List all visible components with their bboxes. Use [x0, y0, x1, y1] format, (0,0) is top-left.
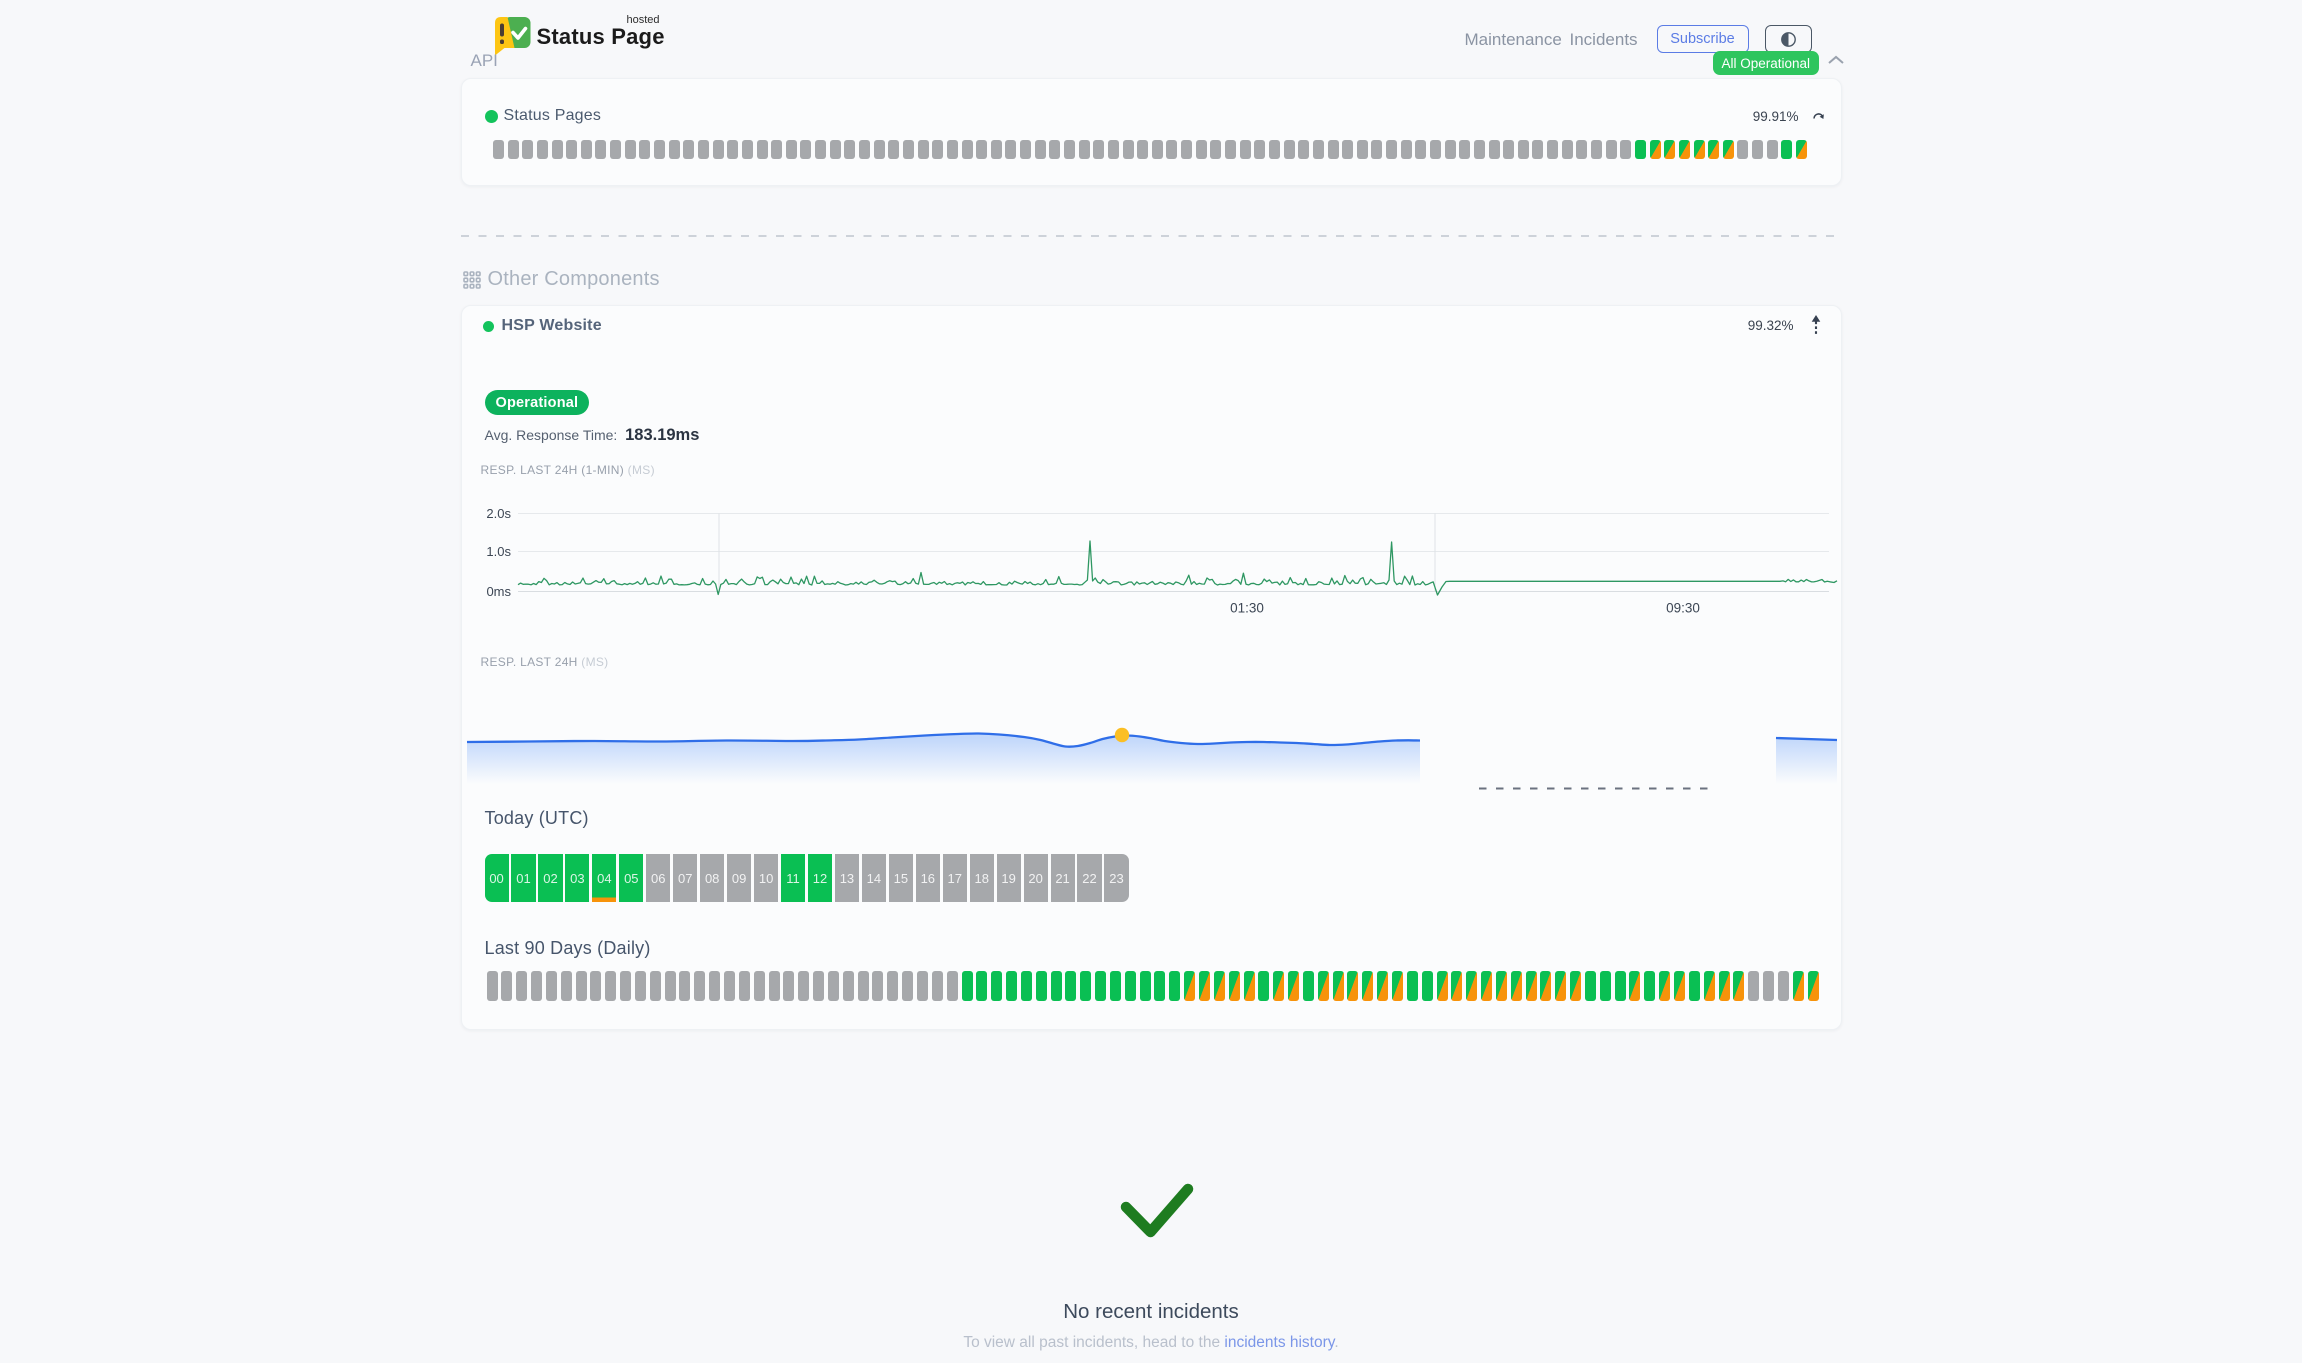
- svg-text:1.0s: 1.0s: [486, 544, 511, 559]
- svg-text:2.0s: 2.0s: [486, 506, 511, 521]
- svg-text:09:30: 09:30: [1666, 601, 1700, 616]
- svg-text:01:30: 01:30: [1230, 601, 1264, 616]
- svg-text:0ms: 0ms: [486, 584, 511, 599]
